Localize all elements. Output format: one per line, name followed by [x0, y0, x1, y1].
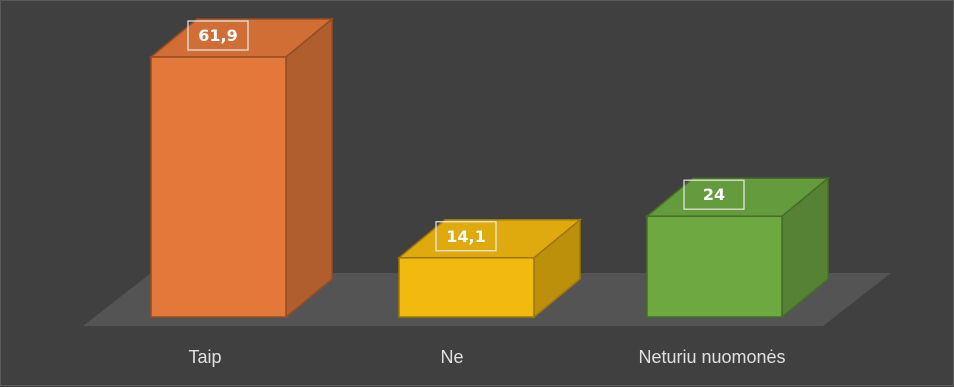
category-label: Taip — [188, 347, 221, 367]
value-label-text: 24 — [703, 185, 725, 204]
category-label: Ne — [440, 347, 463, 367]
bar-front-face — [150, 56, 287, 318]
bar-side-face — [285, 17, 333, 319]
value-label: 61,9 — [187, 20, 249, 51]
category-label: Neturiu nuomonės — [638, 347, 785, 367]
value-label-box — [683, 179, 745, 210]
value-label: 14,1 — [435, 221, 497, 252]
bar-front-face — [398, 257, 535, 318]
value-label-box — [435, 221, 497, 252]
value-label-text: 61,9 — [198, 26, 237, 45]
value-label-text: 14,1 — [446, 227, 485, 246]
value-label-box — [187, 20, 249, 51]
bar-neturiu-nuomonės — [644, 176, 831, 319]
value-label: 24 — [683, 179, 745, 210]
bar-taip — [148, 17, 335, 319]
bar-front-face — [646, 215, 783, 318]
bar-ne — [396, 218, 583, 319]
